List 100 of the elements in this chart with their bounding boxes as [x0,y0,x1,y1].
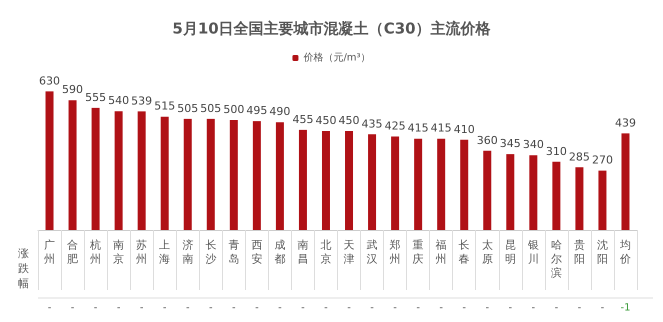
data-label: 455 [292,112,314,126]
bar [529,155,538,230]
bar [230,120,238,230]
x-tick-label: 南昌 [297,238,308,266]
bar [437,138,446,230]
text: - [255,302,260,314]
data-label: 505 [200,102,222,115]
data-label: 555 [85,90,106,104]
data-label: 360 [476,134,498,147]
bar [322,131,330,230]
x-tick-label: 长春 [458,238,470,266]
text: - [140,302,144,314]
text: - [485,302,490,314]
bar [46,91,54,230]
text: 涨跌幅 [18,247,29,290]
x-tick-label: 北京 [320,238,332,266]
data-label: 410 [454,122,475,136]
data-label: 590 [62,83,84,96]
text: - [370,302,374,314]
x-tick-label: 合肥 [67,238,78,266]
x-tick-label: 苏州 [136,238,148,266]
text: - [278,302,282,314]
bar [414,138,422,230]
bar [368,134,376,230]
bar [575,167,584,230]
x-tick-label: 杭州 [89,238,102,266]
bar [598,170,606,230]
data-label: 415 [430,122,452,135]
x-tick-label: 重庆 [412,238,424,266]
x-tick-label: 济南 [182,238,194,266]
data-label: 500 [223,103,244,116]
text: - [324,302,328,314]
x-tick-label: 福州 [436,238,447,266]
x-tick-label: 均价 [618,238,631,266]
text: - [462,302,466,314]
x-tick-label: 武汉 [366,238,378,266]
x-tick-label: 银川 [526,238,539,266]
data-label: 540 [108,94,130,108]
text: - [532,302,536,314]
data-label: 505 [177,102,198,115]
bar [298,130,307,230]
bar [391,136,400,230]
x-tick-label: 哈尔滨 [550,238,562,280]
text: - [208,302,213,314]
text: - [439,302,444,314]
x-tick-label: 沈阳 [596,238,608,266]
data-label: 490 [269,105,290,118]
x-tick-label: 成都 [274,238,286,266]
data-label: 270 [592,154,613,167]
text: - [116,302,121,314]
data-label: 285 [568,150,590,164]
text: - [162,302,167,314]
data-label: 539 [131,94,152,108]
bar [206,118,215,230]
text: - [600,302,605,314]
bar [160,116,169,230]
data-label: 439 [614,116,636,130]
bar [138,111,146,230]
bar [621,133,630,230]
bar [92,108,100,230]
data-label: 340 [522,138,544,152]
bar [68,100,77,230]
bar [114,111,123,230]
x-tick-label: 南京 [113,238,124,266]
legend-label: 价格（元/m³） [302,52,371,64]
text: - [186,302,190,314]
data-label: 495 [246,104,268,118]
x-tick-label: 昆明 [504,238,516,266]
x-tick-label: 太原 [482,238,493,266]
chart-title: 5月10日全国主要城市混凝土（C30）主流价格 [172,20,492,38]
data-label: 450 [338,114,360,127]
data-label: 415 [408,122,429,135]
bar [460,140,468,230]
text: - [508,302,512,314]
text: - [48,302,52,314]
x-tick-label: 郑州 [390,238,401,266]
text: - [301,302,306,314]
data-label: 630 [39,74,60,88]
data-label: 425 [384,120,406,132]
data-label: 345 [500,137,521,150]
bar [483,150,492,230]
x-tick-label: 广州 [44,238,56,266]
bar [276,122,284,230]
data-label: 515 [154,100,176,113]
bar [506,154,514,230]
text: - [554,302,559,314]
text: -1 [620,302,630,314]
text: - [70,302,75,314]
data-label: 310 [546,144,567,158]
data-label: 450 [315,114,336,127]
text: - [232,302,236,314]
x-tick-label: 长沙 [205,238,216,266]
x-tick-label: 天津 [344,238,355,266]
text: - [347,302,352,314]
x-tick-label: 上海 [159,238,170,266]
text: - [578,302,582,314]
bar [345,131,354,230]
text: - [393,302,398,314]
bar [252,121,261,230]
text: - [416,302,420,314]
